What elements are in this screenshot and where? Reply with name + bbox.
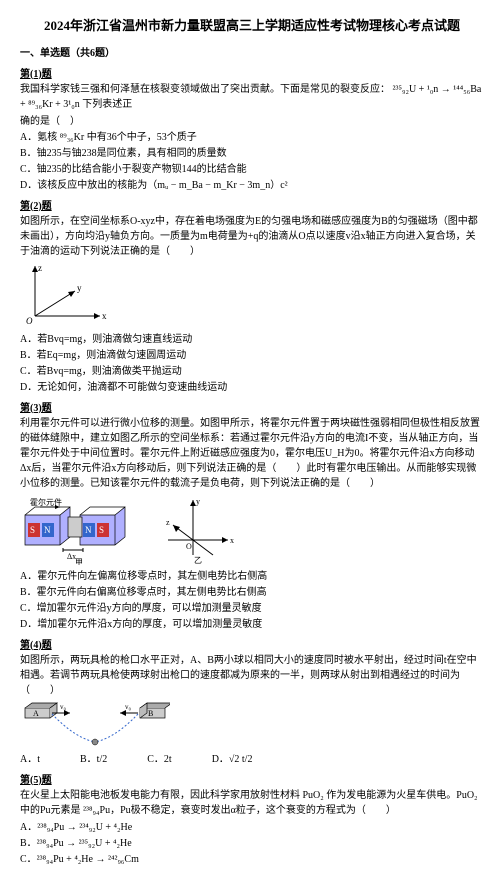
q2-opt-c: C．若Bvq=mg，则油滴做类平抛运动	[20, 364, 484, 379]
svg-text:x: x	[230, 536, 234, 545]
q1-opt-b: B．铀235与铀238是同位素，具有相同的质量数	[20, 146, 484, 161]
q1-head: 第(1)题	[20, 67, 484, 82]
q3-figures: 霍尔元件 S N N S Δx 甲 x y z O 乙	[20, 495, 484, 565]
q3-opt-a: A．霍尔元件向左偏离位移零点时，其左侧电势比右侧高	[20, 569, 484, 584]
q5-opt-b: B．²³⁸₉₄Pu → ²³⁵₉₂U + ⁴₂He	[20, 836, 484, 851]
svg-text:y: y	[196, 497, 200, 506]
svg-text:O: O	[186, 542, 192, 551]
q3-opt-c: C．增加霍尔元件沿y方向的厚度，可以增加测量灵敏度	[20, 601, 484, 616]
q4-body: 如图所示，两玩具枪的枪口水平正对，A、B两小球以相同大小的速度同时被水平射出，经…	[20, 653, 484, 698]
q4-figure: A v₀ B v₀	[20, 700, 484, 750]
svg-text:N: N	[44, 525, 51, 535]
svg-text:x: x	[102, 311, 107, 321]
q4-opt-a: A．t	[20, 752, 40, 767]
q1-text1: 我国科学家钱三强和何泽慧在核裂变领域做出了突出贡献。下面是常见的裂变反应：	[20, 84, 390, 95]
svg-text:S: S	[99, 525, 104, 535]
q3-head: 第(3)题	[20, 401, 484, 416]
page-title: 2024年浙江省温州市新力量联盟高三上学期适应性考试物理核心考点试题	[20, 16, 484, 36]
q3-body: 利用霍尔元件可以进行微小位移的测量。如图甲所示，将霍尔元件置于两块磁性强弱相同但…	[20, 416, 484, 491]
q3-options: A．霍尔元件向左偏离位移零点时，其左侧电势比右侧高 B．霍尔元件向右偏离位移零点…	[20, 569, 484, 632]
svg-text:S: S	[30, 525, 35, 535]
q2-opt-b: B．若Eq=mg，则油滴做匀速圆周运动	[20, 348, 484, 363]
q4-opt-c: C．2t	[147, 752, 171, 767]
q5-options: A．²³⁸₉₄Pu → ²³⁴₉₂U + ⁴₂He B．²³⁸₉₄Pu → ²³…	[20, 820, 484, 867]
q5-body: 在火星上太阳能电池板发电能力有限，因此科学家用放射性材料 PuO₂ 作为发电能源…	[20, 788, 484, 818]
svg-text:乙: 乙	[194, 556, 202, 565]
svg-text:甲: 甲	[75, 558, 83, 565]
svg-text:B: B	[148, 709, 153, 718]
svg-text:v₀: v₀	[125, 703, 132, 711]
q1-opt-d: D．该核反应中放出的核能为（mᵤ − m_Ba − m_Kr − 3m_n）c²	[20, 178, 484, 193]
q4-opt-d: D．√2 t/2	[212, 752, 253, 767]
q2-figure: x z y O	[20, 261, 484, 331]
svg-text:z: z	[38, 263, 42, 273]
svg-text:A: A	[33, 709, 39, 718]
q3-opt-d: D．增加霍尔元件沿x方向的厚度，可以增加测量灵敏度	[20, 617, 484, 632]
q1-opt-c: C．铀235的比结合能小于裂变产物钡144的比结合能	[20, 162, 484, 177]
q4-options: A．t B．t/2 C．2t D．√2 t/2	[20, 752, 484, 767]
q1-opt-a: A．氪核 ⁸⁹₃₆Kr 中有36个中子，53个质子	[20, 130, 484, 145]
q5-opt-c: C．²³⁸₉₄Pu + ⁴₂He → ²⁴²₉₆Cm	[20, 852, 484, 867]
q4-opt-b: B．t/2	[80, 752, 107, 767]
q5-head: 第(5)题	[20, 773, 484, 788]
svg-text:v₀: v₀	[60, 703, 67, 711]
q2-opt-a: A．若Bvq=mg，则油滴做匀速直线运动	[20, 332, 484, 347]
q1-tail: 确的是（ ）	[20, 114, 484, 129]
q1-options: A．氪核 ⁸⁹₃₆Kr 中有36个中子，53个质子 B．铀235与铀238是同位…	[20, 130, 484, 193]
q2-head: 第(2)题	[20, 199, 484, 214]
svg-text:霍尔元件: 霍尔元件	[30, 497, 62, 507]
svg-text:y: y	[77, 283, 82, 293]
svg-text:N: N	[85, 525, 92, 535]
svg-text:O: O	[26, 316, 33, 326]
section-1-heading: 一、单选题（共6题）	[20, 46, 484, 61]
q3-opt-b: B．霍尔元件向右偏离位移零点时，其左侧电势比右侧高	[20, 585, 484, 600]
q2-body: 如图所示，在空间坐标系O-xyz中，存在着电场强度为E的匀强电场和磁感应强度为B…	[20, 214, 484, 259]
q2-options: A．若Bvq=mg，则油滴做匀速直线运动 B．若Eq=mg，则油滴做匀速圆周运动…	[20, 332, 484, 395]
q2-opt-d: D．无论如何，油滴都不可能做匀变速曲线运动	[20, 380, 484, 395]
q1-body: 我国科学家钱三强和何泽慧在核裂变领域做出了突出贡献。下面是常见的裂变反应： ²³…	[20, 82, 484, 112]
q4-head: 第(4)题	[20, 638, 484, 653]
q5-opt-a: A．²³⁸₉₄Pu → ²³⁴₉₂U + ⁴₂He	[20, 820, 484, 835]
svg-text:z: z	[166, 518, 170, 527]
